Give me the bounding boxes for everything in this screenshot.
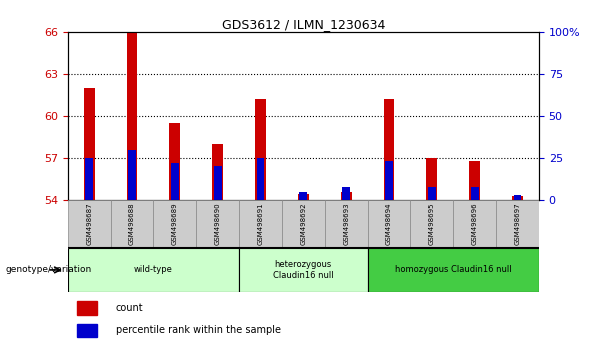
Text: GSM498691: GSM498691 (257, 202, 263, 245)
Text: GSM498693: GSM498693 (343, 202, 349, 245)
Text: genotype/variation: genotype/variation (6, 266, 92, 274)
Bar (170, 123, 180, 200)
Bar (212, 144, 223, 200)
Text: GSM498692: GSM498692 (300, 202, 306, 245)
Text: GSM498688: GSM498688 (129, 202, 135, 245)
Bar (426, 158, 437, 200)
Bar (342, 187, 350, 200)
Bar (85, 158, 93, 200)
Bar (257, 158, 264, 200)
Text: GSM498696: GSM498696 (472, 202, 478, 245)
Bar (514, 195, 521, 200)
Text: GSM498695: GSM498695 (429, 202, 435, 245)
Bar (153, 200, 196, 248)
Bar (411, 200, 454, 248)
Bar (77, 301, 97, 315)
Bar (512, 196, 523, 200)
Bar (471, 187, 478, 200)
Text: percentile rank within the sample: percentile rank within the sample (116, 325, 281, 336)
Text: GSM498697: GSM498697 (515, 202, 521, 245)
Bar (77, 324, 97, 337)
Bar (255, 99, 266, 200)
Text: wild-type: wild-type (134, 266, 173, 274)
Bar (298, 194, 309, 200)
Bar (454, 200, 496, 248)
Bar (68, 248, 239, 292)
Bar (239, 200, 282, 248)
Bar (496, 200, 539, 248)
Text: homozygous Claudin16 null: homozygous Claudin16 null (395, 266, 512, 274)
Bar (428, 187, 436, 200)
Bar (127, 32, 137, 200)
Bar (385, 161, 393, 200)
Bar (383, 99, 395, 200)
Bar (171, 163, 178, 200)
Text: heterozygous
Claudin16 null: heterozygous Claudin16 null (273, 260, 333, 280)
Bar (128, 150, 136, 200)
Text: GSM498687: GSM498687 (86, 202, 92, 245)
Text: GSM498694: GSM498694 (386, 202, 392, 245)
Bar (84, 88, 94, 200)
Text: count: count (116, 303, 144, 313)
Bar (239, 248, 368, 292)
Bar (111, 200, 153, 248)
Text: GSM498689: GSM498689 (172, 202, 178, 245)
Bar (282, 200, 325, 248)
Bar (368, 248, 539, 292)
Bar (341, 192, 352, 200)
Bar (299, 192, 307, 200)
Text: GSM498690: GSM498690 (214, 202, 221, 245)
Bar (214, 166, 221, 200)
Bar (469, 161, 480, 200)
Bar (325, 200, 368, 248)
Title: GDS3612 / ILMN_1230634: GDS3612 / ILMN_1230634 (221, 18, 385, 31)
Bar (368, 200, 411, 248)
Bar (196, 200, 239, 248)
Bar (68, 200, 111, 248)
